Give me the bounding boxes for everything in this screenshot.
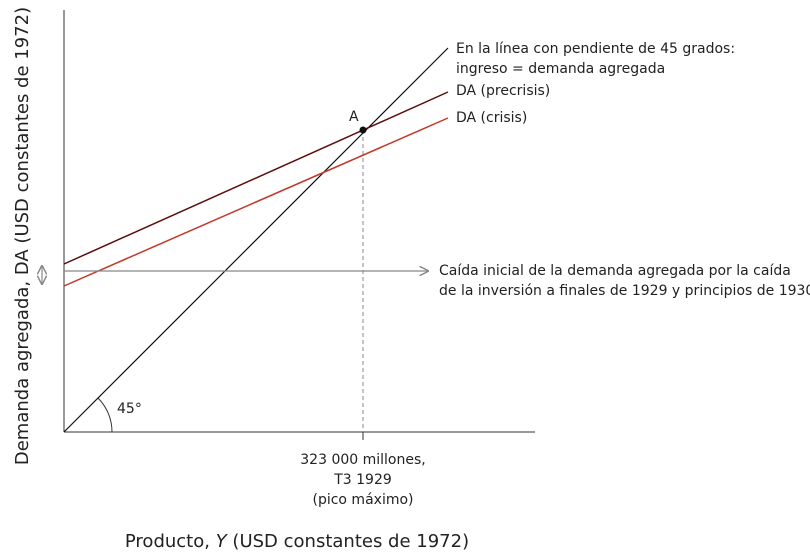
forty-five-line bbox=[63, 47, 449, 433]
x-axis-label-part: (USD constantes de 1972) bbox=[227, 531, 469, 552]
forty-five-label: En la línea con pendiente de 45 grados: bbox=[456, 41, 735, 57]
x-axis-label-part: Y bbox=[216, 531, 229, 552]
da-crisis-line bbox=[63, 117, 449, 287]
annotation: Caída inicial de la demanda agregada por… bbox=[439, 263, 791, 279]
forty-five-label: ingreso = demanda agregada bbox=[456, 61, 665, 77]
crisis-label: DA (crisis) bbox=[456, 110, 527, 126]
x-axis-label-part: Producto, bbox=[125, 531, 216, 552]
x-marker-label: 323 000 millones, bbox=[300, 452, 425, 468]
angle-arc bbox=[97, 397, 113, 433]
precrisis-label: DA (precrisis) bbox=[456, 83, 550, 99]
x-marker-label: (pico máximo) bbox=[312, 492, 413, 508]
y-axis-label: Demanda agregada, DA (USD constantes de … bbox=[12, 7, 33, 465]
annotation: de la inversión a finales de 1929 y prin… bbox=[439, 283, 810, 299]
x-axis-label: Producto, Y (USD constantes de 1972) bbox=[125, 531, 469, 552]
point-label: A bbox=[349, 109, 359, 125]
angle-label: 45° bbox=[117, 401, 142, 417]
da-precrisis-line bbox=[63, 91, 449, 265]
point-a bbox=[359, 126, 367, 134]
x-marker-label: T3 1929 bbox=[333, 472, 392, 488]
